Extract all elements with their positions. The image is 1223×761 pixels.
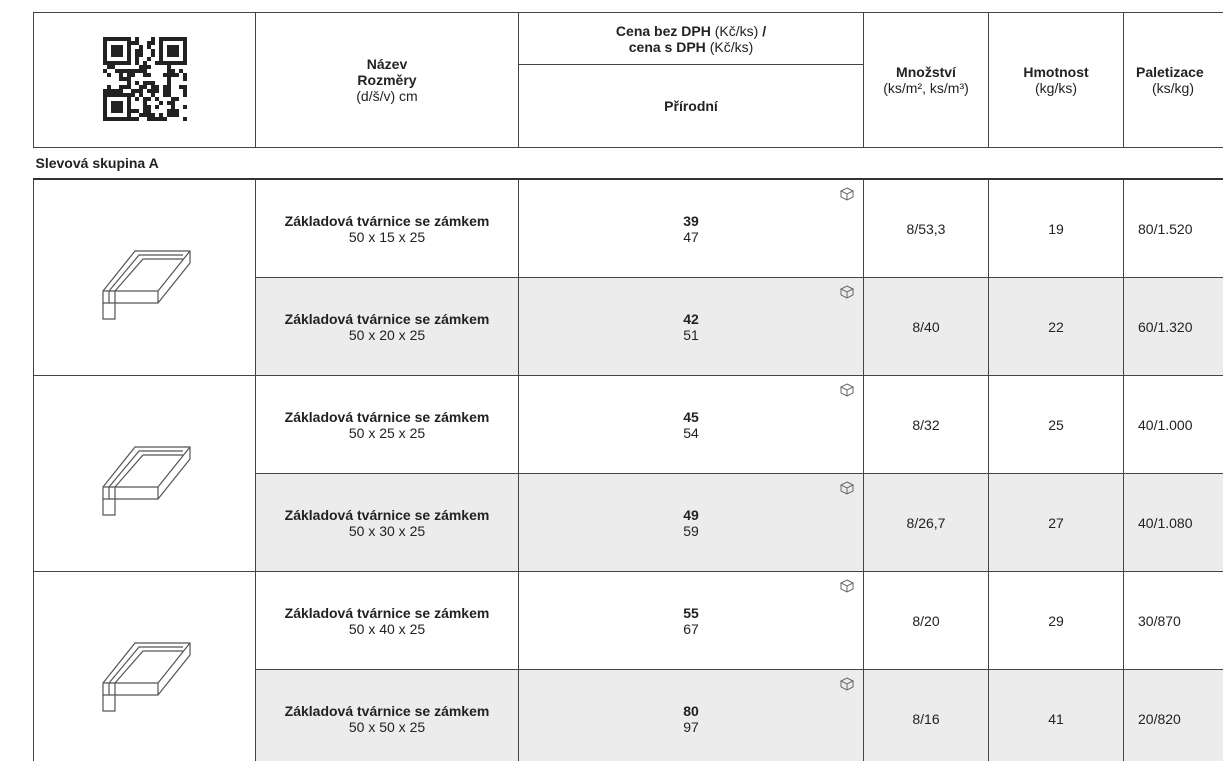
- weight-cell: 41: [988, 669, 1124, 761]
- name-cell: Základová tvárnice se zámkem 50 x 30 x 25: [255, 473, 519, 572]
- header-text: Hmotnost: [1023, 64, 1089, 80]
- header-text: cena s DPH: [628, 38, 706, 55]
- price: 42: [683, 310, 699, 327]
- weight-cell: 25: [988, 375, 1124, 474]
- price-cell: 42 51: [518, 277, 864, 376]
- product-row: Základová tvárnice se zámkem 50 x 40 x 25…: [33, 571, 1223, 761]
- quantity-cell: 8/20: [863, 571, 989, 670]
- price-vat: 59: [683, 522, 699, 539]
- price: 55: [683, 604, 699, 621]
- price-cell: 45 54: [518, 375, 864, 474]
- product-row: Základová tvárnice se zámkem 50 x 50 x 25…: [34, 669, 1223, 761]
- weight-cell: 29: [988, 571, 1124, 670]
- weight-cell: 22: [988, 277, 1124, 376]
- package-icon: [839, 677, 855, 691]
- product-name: Základová tvárnice se zámkem: [284, 702, 490, 719]
- product-dims: 50 x 50 x 25: [348, 718, 426, 735]
- pallet-cell: 60/1.320: [1123, 277, 1223, 376]
- name-cell: Základová tvárnice se zámkem 50 x 15 x 25: [255, 178, 519, 278]
- product-image: [101, 250, 191, 320]
- weight-cell: 27: [988, 473, 1124, 572]
- pallet-cell: 40/1.080: [1123, 473, 1223, 572]
- package-icon: [839, 579, 855, 593]
- price: 39: [683, 212, 699, 229]
- header-unit: (kg/ks): [1035, 80, 1077, 96]
- qr-cell: [33, 12, 256, 148]
- header-unit: (d/š/v) cm: [356, 88, 418, 104]
- package-icon: [839, 481, 855, 495]
- price: 45: [683, 408, 699, 425]
- header-text: Rozměry: [357, 72, 417, 88]
- pallet-cell: 80/1.520: [1123, 178, 1223, 278]
- image-cell: [33, 375, 256, 572]
- header-text: /: [762, 22, 767, 39]
- product-row: Základová tvárnice se zámkem 50 x 25 x 25…: [33, 375, 1223, 572]
- variant-header: Přírodní: [518, 64, 864, 148]
- price-cell: 80 97: [518, 669, 864, 761]
- price-cell: 55 67: [518, 571, 864, 670]
- product-name: Základová tvárnice se zámkem: [284, 212, 490, 229]
- image-cell: [33, 571, 256, 761]
- header-text: Paletizace: [1136, 64, 1204, 80]
- section-label: Slevová skupina A: [33, 147, 1223, 180]
- product-dims: 50 x 20 x 25: [348, 326, 426, 343]
- pallet-cell: 40/1.000: [1123, 375, 1223, 474]
- name-cell: Základová tvárnice se zámkem 50 x 40 x 25: [255, 571, 519, 670]
- weight-header: Hmotnost (kg/ks): [988, 12, 1124, 148]
- name-cell: Základová tvárnice se zámkem 50 x 25 x 25: [255, 375, 519, 474]
- header-text: Název: [366, 56, 408, 72]
- quantity-cell: 8/32: [863, 375, 989, 474]
- package-icon: [839, 285, 855, 299]
- pallet-cell: 20/820: [1123, 669, 1223, 761]
- product-row: Základová tvárnice se zámkem 50 x 20 x 25…: [34, 277, 1223, 376]
- pallet-cell: 30/870: [1123, 571, 1223, 670]
- package-icon: [839, 383, 855, 397]
- product-name: Základová tvárnice se zámkem: [284, 604, 490, 621]
- price-cell: 39 47: [518, 178, 864, 278]
- quantity-cell: 8/16: [863, 669, 989, 761]
- product-dims: 50 x 30 x 25: [348, 522, 426, 539]
- header-unit: (Kč/ks): [714, 22, 759, 39]
- product-image: [101, 642, 191, 712]
- header-unit: (ks/m², ks/m³): [883, 80, 969, 96]
- quantity-header: Množství (ks/m², ks/m³): [863, 12, 989, 148]
- product-dims: 50 x 25 x 25: [348, 424, 426, 441]
- price: 49: [683, 506, 699, 523]
- name-cell: Základová tvárnice se zámkem 50 x 50 x 25: [255, 669, 519, 761]
- product-name: Základová tvárnice se zámkem: [284, 506, 490, 523]
- product-dims: 50 x 15 x 25: [348, 228, 426, 245]
- price-header: Cena bez DPH (Kč/ks) / cena s DPH (Kč/ks): [518, 12, 864, 65]
- product-name: Základová tvárnice se zámkem: [284, 408, 490, 425]
- image-cell: [33, 178, 256, 376]
- product-image: [101, 446, 191, 516]
- price-table: Název Rozměry (d/š/v) cm Cena bez DPH (Kč/…: [33, 12, 1223, 761]
- price-cell: 49 59: [518, 473, 864, 572]
- price-vat: 51: [683, 326, 699, 343]
- header-unit: (ks/kg): [1152, 80, 1194, 96]
- quantity-cell: 8/53,3: [863, 178, 989, 278]
- price-vat: 47: [683, 228, 699, 245]
- quantity-cell: 8/40: [863, 277, 989, 376]
- header-unit: (Kč/ks): [709, 38, 754, 55]
- name-header: Název Rozměry (d/š/v) cm: [255, 12, 519, 148]
- package-icon: [839, 187, 855, 201]
- price-vat: 97: [683, 718, 699, 735]
- product-name: Základová tvárnice se zámkem: [284, 310, 490, 327]
- name-cell: Základová tvárnice se zámkem 50 x 20 x 25: [255, 277, 519, 376]
- pallet-header: Paletizace (ks/kg): [1123, 12, 1223, 148]
- product-dims: 50 x 40 x 25: [348, 620, 426, 637]
- header-text: Cena bez DPH: [615, 22, 711, 39]
- price: 80: [683, 702, 699, 719]
- product-row: Základová tvárnice se zámkem 50 x 15 x 25…: [33, 178, 1223, 376]
- price-vat: 67: [683, 620, 699, 637]
- product-row: Základová tvárnice se zámkem 50 x 30 x 25…: [34, 473, 1223, 572]
- price-vat: 54: [683, 424, 699, 441]
- quantity-cell: 8/26,7: [863, 473, 989, 572]
- weight-cell: 19: [988, 178, 1124, 278]
- qr-code: [102, 36, 187, 121]
- header-text: Množství: [896, 64, 956, 80]
